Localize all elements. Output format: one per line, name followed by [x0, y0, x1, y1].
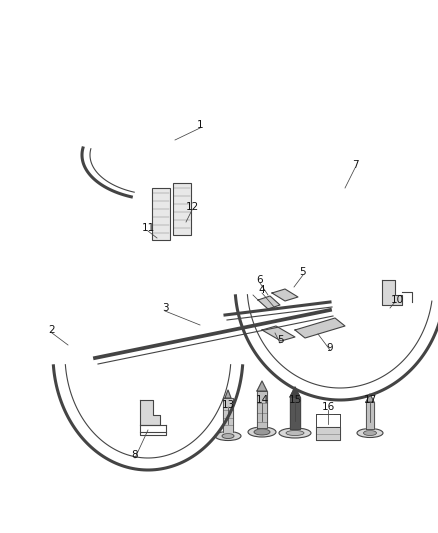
Text: 4: 4: [259, 285, 265, 295]
Polygon shape: [290, 387, 300, 397]
Polygon shape: [257, 381, 267, 391]
Polygon shape: [225, 390, 231, 398]
Polygon shape: [316, 427, 340, 440]
Polygon shape: [295, 318, 345, 338]
Text: 9: 9: [327, 343, 333, 353]
Text: 8: 8: [132, 450, 138, 460]
Text: 17: 17: [364, 395, 377, 405]
Ellipse shape: [254, 429, 270, 435]
Text: 1: 1: [197, 120, 203, 130]
Ellipse shape: [364, 431, 377, 435]
Ellipse shape: [215, 432, 241, 440]
Text: 11: 11: [141, 223, 155, 233]
Text: 7: 7: [352, 160, 358, 170]
Text: 13: 13: [221, 400, 235, 410]
Text: 10: 10: [390, 295, 403, 305]
Text: 6: 6: [257, 275, 263, 285]
Polygon shape: [257, 391, 267, 428]
Text: 3: 3: [162, 303, 168, 313]
Ellipse shape: [286, 431, 304, 435]
Bar: [173, 183, 191, 235]
Ellipse shape: [248, 427, 276, 437]
Text: 12: 12: [185, 202, 198, 212]
Polygon shape: [366, 402, 374, 429]
Ellipse shape: [357, 429, 383, 438]
Polygon shape: [290, 397, 300, 429]
Ellipse shape: [222, 433, 234, 439]
Text: 15: 15: [288, 395, 302, 405]
Text: 16: 16: [321, 402, 335, 412]
Polygon shape: [223, 398, 233, 432]
Bar: [152, 188, 170, 240]
Text: 2: 2: [49, 325, 55, 335]
Text: 14: 14: [255, 395, 268, 405]
Polygon shape: [262, 326, 295, 341]
Polygon shape: [140, 400, 160, 425]
Ellipse shape: [279, 428, 311, 438]
Polygon shape: [258, 296, 280, 309]
Text: 5: 5: [277, 335, 283, 345]
Text: 5: 5: [300, 267, 306, 277]
Polygon shape: [272, 289, 298, 301]
Polygon shape: [366, 394, 374, 402]
Polygon shape: [382, 280, 402, 305]
